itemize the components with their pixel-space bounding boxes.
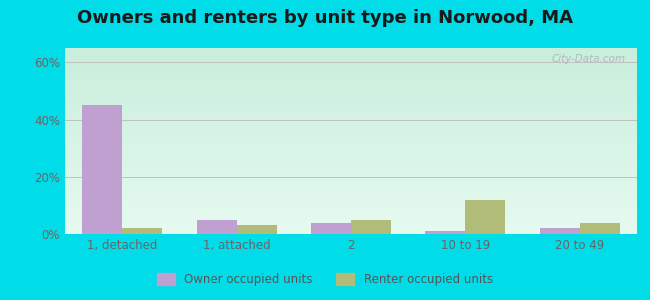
Bar	[82, 105, 122, 234]
Bar	[351, 220, 391, 234]
Bar	[237, 225, 277, 234]
Bar	[580, 223, 620, 234]
Bar	[425, 231, 465, 234]
Bar	[196, 220, 237, 234]
Text: Owners and renters by unit type in Norwood, MA: Owners and renters by unit type in Norwo…	[77, 9, 573, 27]
Bar	[311, 223, 351, 234]
Bar	[122, 228, 162, 234]
Bar	[540, 228, 580, 234]
Legend: Owner occupied units, Renter occupied units: Owner occupied units, Renter occupied un…	[153, 268, 497, 291]
Text: City-Data.com: City-Data.com	[551, 54, 625, 64]
Bar	[465, 200, 506, 234]
